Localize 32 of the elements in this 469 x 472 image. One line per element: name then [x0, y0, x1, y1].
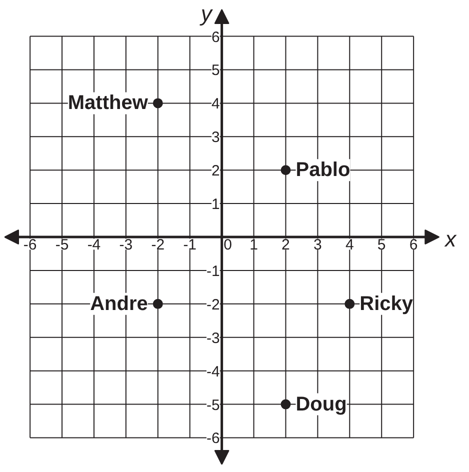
annotation: Ricky [360, 292, 414, 315]
x-tick-label: -3 [119, 236, 133, 254]
y-tick-label: -2 [206, 296, 220, 314]
x-tick-label: -4 [87, 236, 101, 254]
y-tick-label: -6 [206, 430, 220, 448]
x-tick-label: 5 [377, 236, 386, 254]
y-tick-label: -5 [206, 396, 220, 414]
x-tick-label: 3 [314, 236, 322, 254]
y-tick-label: 5 [211, 62, 220, 80]
annotation: Doug [296, 393, 347, 416]
x-tick-label: 0 [224, 236, 232, 254]
x-tick-label: -5 [55, 236, 69, 254]
x-tick-label: 4 [345, 236, 354, 254]
x-tick-label: -2 [151, 236, 165, 254]
annotation: Pablo [296, 159, 350, 182]
y-tick-label: -1 [206, 262, 220, 280]
x-tick-label: -1 [183, 236, 197, 254]
y-tick-label: 2 [211, 162, 220, 180]
x-tick-label: -6 [23, 236, 37, 254]
y-axis-title: y [198, 1, 214, 26]
x-tick-label: 1 [250, 236, 258, 254]
y-tick-label: -3 [206, 330, 220, 347]
y-tick-label: -4 [206, 363, 220, 380]
y-tick-label: 3 [211, 129, 220, 146]
y-tick-label: 1 [211, 196, 220, 214]
y-tick-label: 6 [211, 28, 220, 46]
x-axis-title: x [444, 226, 458, 252]
x-tick-label: 6 [409, 236, 418, 254]
x-tick-label: 2 [282, 236, 290, 254]
annotation: Matthew [68, 92, 148, 114]
y-tick-label: 4 [211, 96, 220, 113]
annotation: Andre [90, 292, 148, 315]
